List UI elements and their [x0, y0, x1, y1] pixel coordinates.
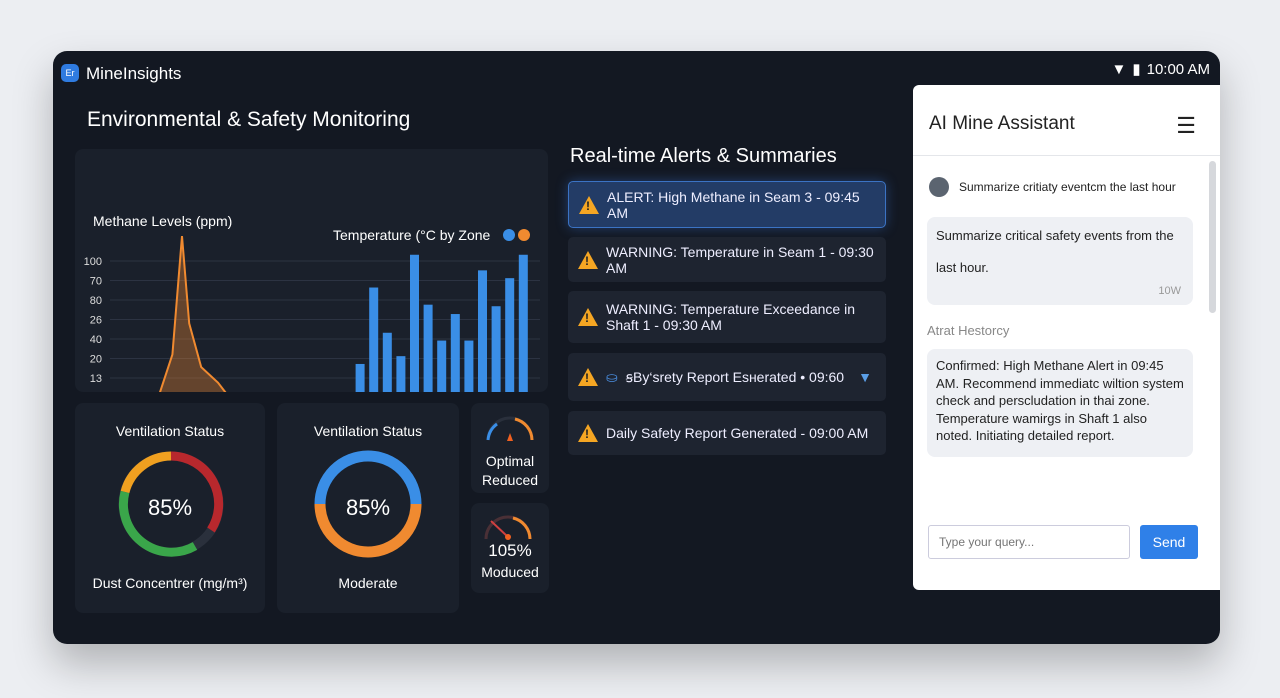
timestamp: 10W: [1158, 285, 1181, 297]
avatar: [929, 177, 949, 197]
warning-icon: [578, 424, 598, 442]
alert-item[interactable]: WARNING: Temperature Exceedance in Shaft…: [568, 291, 886, 343]
app-logo: Er: [61, 64, 79, 82]
temperature-bar: [491, 306, 501, 417]
temperature-bar: [450, 314, 460, 417]
ai-assistant-panel: AI Mine Assistant ☰ Summarize critiaty e…: [913, 85, 1220, 590]
query-bubble: Summarize critical safety events from th…: [927, 217, 1193, 305]
temperature-bar: [464, 340, 474, 417]
temperature-bar: [518, 254, 528, 417]
gauge-label: Dust Concentrer (mg/m³): [92, 575, 248, 591]
mini-gauge-2: 105% Moduced: [471, 503, 549, 593]
legend-swatch: [518, 229, 530, 241]
warning-icon: [579, 195, 599, 214]
bubble-text: last hour.: [936, 260, 989, 275]
scrollbar[interactable]: [1209, 161, 1216, 313]
divider: [913, 155, 1220, 156]
temperature-bar: [382, 332, 392, 417]
wifi-icon: ▼: [1111, 60, 1127, 78]
y-tick-label: 40: [90, 334, 102, 346]
dial-icon: [486, 416, 534, 441]
mini-gauge-value: 105%: [488, 541, 532, 560]
page-title: Environmental & Safety Monitoring: [87, 108, 411, 131]
user-message: Summarize critiaty eventcm the last hour: [959, 180, 1176, 194]
gauge-label: Moderate: [338, 575, 398, 591]
alert-text: ALERT: High Methane in Seam 3 - 09:45 AM: [607, 188, 860, 221]
alert-item[interactable]: Daily Safety Report Generated - 09:00 AM: [568, 411, 886, 455]
chat-title: AI Mine Assistant: [929, 113, 1075, 134]
device-frame: Er MineInsights ▼ ▮ 10:00 AM Environmenta…: [53, 51, 1220, 644]
menu-icon[interactable]: ☰: [1176, 113, 1196, 138]
gauge-title: Ventilation Status: [115, 423, 225, 439]
alert-text: WARNING: Temperature Exceedance in Shaft…: [606, 301, 855, 333]
legend-title: Temperature (°C by Zone: [333, 227, 491, 243]
alert-text: WARNING: Temperature in Seam 1 - 09:30 A…: [606, 243, 874, 276]
chart-card: Methane Levels (ppm) Temperature (°C by Z…: [75, 149, 548, 437]
temperature-bar: [423, 304, 433, 417]
gauge-value: 85%: [345, 495, 391, 520]
warning-icon: [578, 250, 598, 269]
mini-gauge-1: Optimal Reduced: [471, 403, 549, 493]
status-bar: ▼ ▮ 10:00 AM: [1111, 60, 1210, 79]
alert-item[interactable]: ALERT: High Methane in Seam 3 - 09:45 AM: [568, 181, 886, 228]
battery-icon: ▮: [1132, 61, 1141, 78]
warning-icon: [578, 368, 598, 386]
response-bubble: Confirmed: High Methane Alert in 09:45 A…: [927, 349, 1193, 457]
alert-text: ꞩBy‘srety Report Esнerated • 09:60: [625, 368, 845, 385]
gauge-card-1: Ventilation Status 85% Dust Concentrer (…: [75, 403, 265, 613]
app-name: MineInsights: [86, 64, 182, 83]
combined-chart: Methane Levels (ppm) Temperature (°C by Z…: [84, 213, 540, 437]
y-tick-label: 20: [90, 354, 102, 366]
temperature-bar: [369, 287, 379, 417]
gauge-title: Ventilation Status: [313, 423, 423, 439]
report-icon: ⛀: [606, 368, 618, 385]
ring-gauge: [314, 450, 422, 558]
alert-text: Daily Safety Report Generated - 09:00 AM: [606, 425, 869, 441]
legend-swatch: [503, 229, 515, 241]
gauge-value: 85%: [147, 495, 193, 520]
ring-gauge: [118, 451, 224, 557]
chart-title: Methane Levels (ppm): [93, 213, 232, 229]
temperature-bar: [396, 356, 406, 417]
bubble-text: Summarize critical safety events from th…: [936, 228, 1174, 243]
warning-icon: [578, 308, 598, 326]
clock: 10:00 AM: [1146, 60, 1210, 78]
y-tick-label: 26: [90, 315, 102, 327]
alert-item[interactable]: ⛀ ꞩBy‘srety Report Esнerated • 09:60 ▼: [568, 353, 886, 401]
temperature-bar: [505, 278, 515, 417]
dial-icon: [484, 515, 532, 540]
y-tick-label: 80: [90, 295, 102, 307]
y-tick-label: 13: [90, 373, 102, 385]
query-input[interactable]: [928, 525, 1130, 559]
y-tick-label: 70: [90, 276, 102, 288]
temperature-bar: [437, 340, 447, 417]
temperature-bar: [410, 254, 419, 417]
send-button[interactable]: Send: [1140, 525, 1198, 559]
history-label: Atrat Hestorcy: [927, 323, 1010, 338]
mini-gauge-text: Moduced: [481, 564, 539, 580]
temperature-bar: [355, 363, 365, 417]
methane-area: [110, 236, 350, 417]
chevron-down-icon[interactable]: ▼: [858, 369, 872, 385]
methane-line: [109, 235, 350, 411]
mini-gauge-text: Optimal: [485, 453, 535, 469]
gauge-card-2: Ventilation Status 85% Moderate: [277, 403, 459, 613]
mini-gauge-text: Reduced: [481, 472, 539, 488]
alerts-title: Real-time Alerts & Summaries: [570, 145, 837, 167]
temperature-bar: [478, 270, 487, 417]
y-tick-label: 100: [84, 256, 102, 268]
alert-item[interactable]: WARNING: Temperature in Seam 1 - 09:30 A…: [568, 237, 886, 282]
